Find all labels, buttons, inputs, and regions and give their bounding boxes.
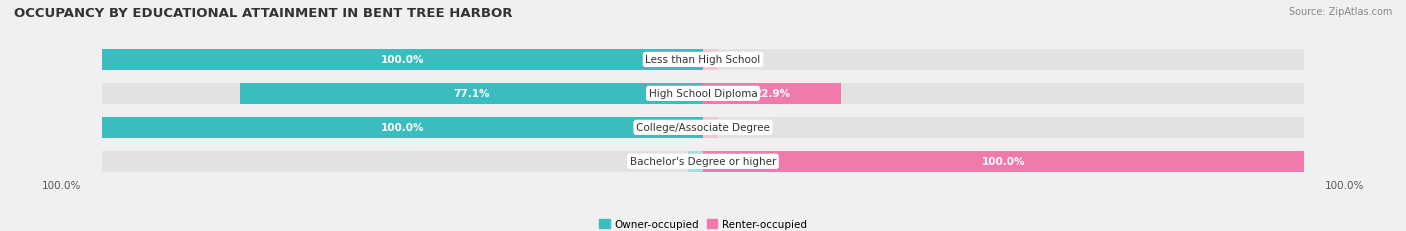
Bar <box>703 83 841 104</box>
Text: 0.0%: 0.0% <box>716 123 744 133</box>
Text: High School Diploma: High School Diploma <box>648 89 758 99</box>
Bar <box>703 117 718 138</box>
Bar <box>103 50 703 71</box>
Text: 100.0%: 100.0% <box>981 157 1025 167</box>
Text: OCCUPANCY BY EDUCATIONAL ATTAINMENT IN BENT TREE HARBOR: OCCUPANCY BY EDUCATIONAL ATTAINMENT IN B… <box>14 7 513 20</box>
Bar <box>703 117 1303 138</box>
Text: Bachelor's Degree or higher: Bachelor's Degree or higher <box>630 157 776 167</box>
Bar <box>703 83 1303 104</box>
Text: 77.1%: 77.1% <box>453 89 489 99</box>
Bar <box>103 117 703 138</box>
Bar <box>703 151 1303 172</box>
Legend: Owner-occupied, Renter-occupied: Owner-occupied, Renter-occupied <box>595 215 811 231</box>
Text: 100.0%: 100.0% <box>42 180 82 190</box>
Bar <box>103 50 703 71</box>
Bar <box>688 151 703 172</box>
Bar <box>103 83 703 104</box>
Bar <box>703 50 1303 71</box>
Bar <box>703 50 718 71</box>
Text: 0.0%: 0.0% <box>716 55 744 65</box>
Bar <box>240 83 703 104</box>
Text: 100.0%: 100.0% <box>381 123 425 133</box>
Bar <box>103 117 703 138</box>
Text: 0.0%: 0.0% <box>662 157 690 167</box>
Text: 100.0%: 100.0% <box>381 55 425 65</box>
Text: 100.0%: 100.0% <box>1324 180 1364 190</box>
Text: 22.9%: 22.9% <box>754 89 790 99</box>
Text: Less than High School: Less than High School <box>645 55 761 65</box>
Bar <box>103 151 703 172</box>
Text: College/Associate Degree: College/Associate Degree <box>636 123 770 133</box>
Text: Source: ZipAtlas.com: Source: ZipAtlas.com <box>1288 7 1392 17</box>
Bar <box>703 151 1303 172</box>
